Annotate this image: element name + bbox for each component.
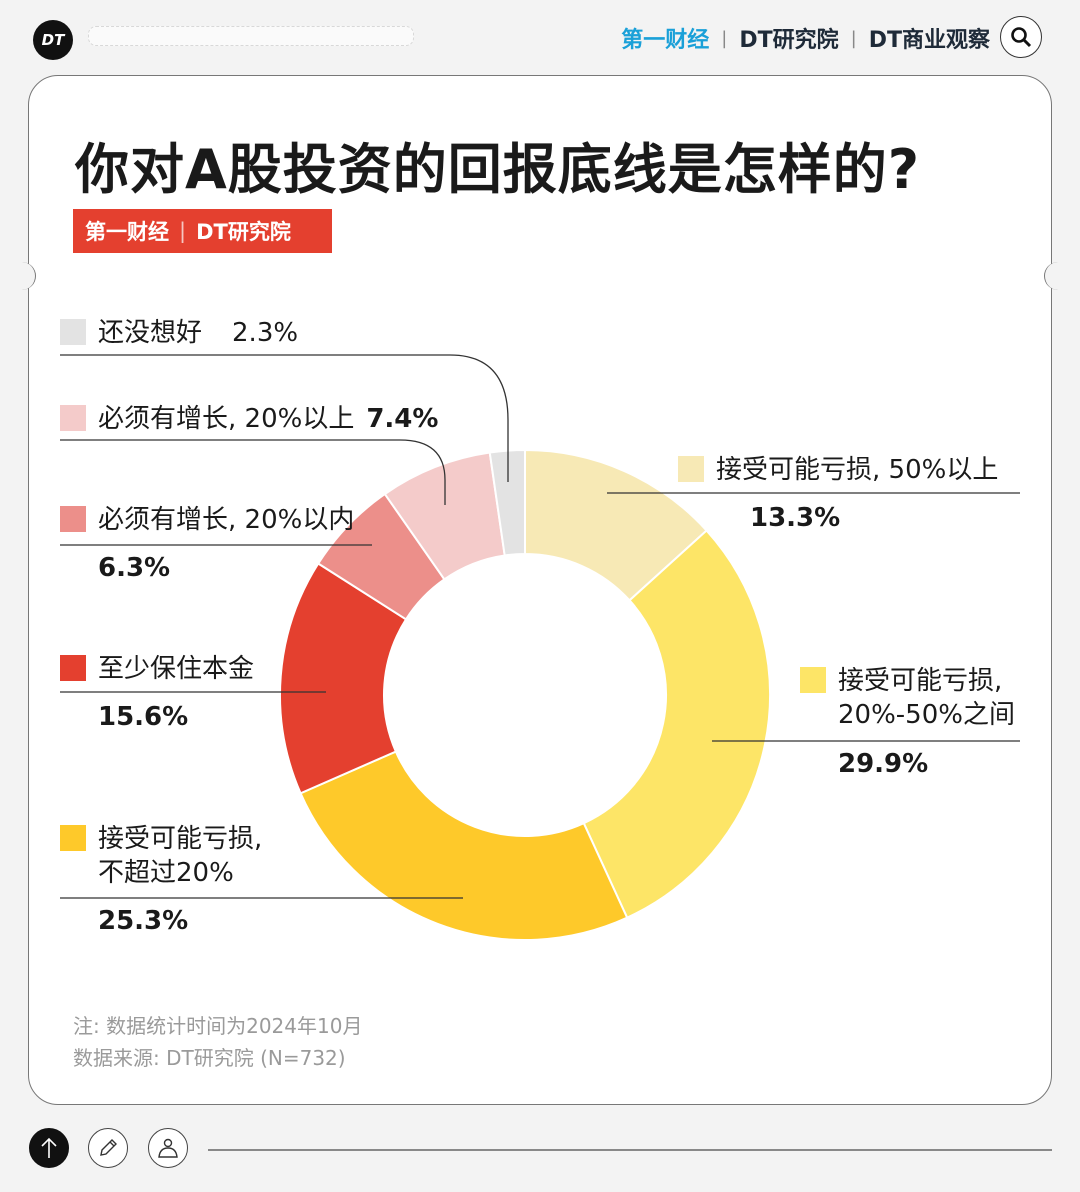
leader-line xyxy=(60,439,446,505)
data-label: 25.3% xyxy=(98,906,189,936)
legend-item: 必须有增长, 20%以上 7.4% xyxy=(60,402,438,436)
legend-item: 接受可能亏损, 20%-50%之间 xyxy=(800,664,1015,732)
address-bar[interactable] xyxy=(88,26,414,46)
tag-brand-dt: DT研究院 xyxy=(196,220,291,244)
search-button[interactable] xyxy=(1000,16,1042,58)
card-notch xyxy=(20,262,36,290)
note-source: 数据来源: DT研究院 (N=732) xyxy=(73,1046,346,1070)
divider: | xyxy=(179,219,187,243)
top-bar: DT 第一财经 | DT研究院 | DT商业观察 xyxy=(0,0,1080,78)
edit-button[interactable] xyxy=(88,1128,128,1168)
dt-logo[interactable]: DT xyxy=(33,20,73,60)
legend-swatch xyxy=(60,319,86,345)
legend-swatch xyxy=(678,456,704,482)
card-notch xyxy=(1044,262,1060,290)
scroll-top-button[interactable] xyxy=(29,1128,69,1168)
note-date: 注: 数据统计时间为2024年10月 xyxy=(73,1014,363,1038)
legend-item: 接受可能亏损, 不超过20% xyxy=(60,822,262,890)
donut-slice xyxy=(279,562,408,795)
legend-item: 接受可能亏损, 50%以上 xyxy=(678,453,998,487)
donut-slice xyxy=(299,750,629,941)
donut-slice xyxy=(488,448,526,557)
brand-logos: 第一财经 | DT研究院 | DT商业观察 xyxy=(621,22,990,54)
search-icon xyxy=(1011,27,1032,48)
data-label: 15.6% xyxy=(98,702,189,732)
notes: 注: 数据统计时间为2024年10月 数据来源: DT研究院 (N=732) xyxy=(73,1010,362,1074)
legend-swatch xyxy=(60,825,86,851)
user-icon xyxy=(158,1138,178,1158)
tag-brand-yicai: 第一财经 xyxy=(85,220,169,244)
footer-divider xyxy=(208,1149,1052,1151)
profile-button[interactable] xyxy=(148,1128,188,1168)
brand-dt-research: DT研究院 xyxy=(739,28,839,53)
brand-yicai: 第一财经 xyxy=(621,28,710,53)
chart-title: 你对A股投资的回报底线是怎样的? xyxy=(75,138,921,201)
legend-item: 必须有增长, 20%以内 xyxy=(60,503,354,537)
leader-line xyxy=(60,354,509,482)
legend-item: 还没想好 2.3% xyxy=(60,316,298,350)
data-label: 13.3% xyxy=(750,503,841,533)
data-label: 29.9% xyxy=(838,749,929,779)
brand-dt-business: DT商业观察 xyxy=(868,28,990,53)
divider: | xyxy=(721,27,728,49)
arrow-up-icon xyxy=(41,1137,57,1158)
legend-swatch xyxy=(60,506,86,532)
legend-swatch xyxy=(800,667,826,693)
legend-swatch xyxy=(60,405,86,431)
legend-item: 至少保住本金 xyxy=(60,652,254,686)
pencil-icon xyxy=(100,1139,117,1156)
legend-swatch xyxy=(60,655,86,681)
donut-slice xyxy=(582,529,771,920)
divider: | xyxy=(850,27,857,49)
data-label: 6.3% xyxy=(98,553,171,583)
source-tag: 第一财经 | DT研究院 xyxy=(73,209,332,253)
